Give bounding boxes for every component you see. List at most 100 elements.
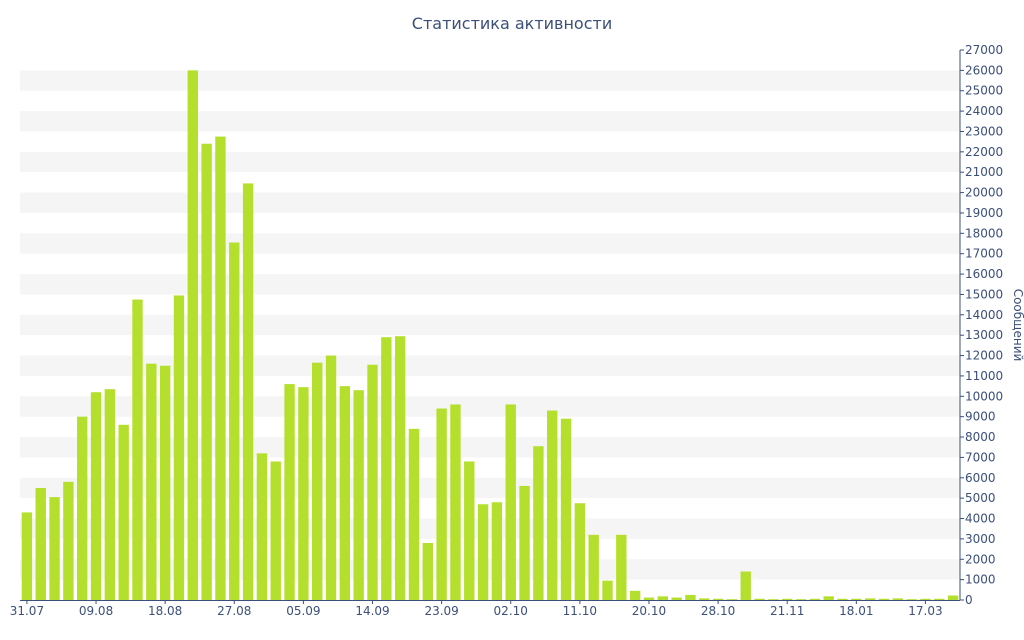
- bar: [823, 596, 834, 600]
- x-tick-label: 02.10: [494, 604, 528, 618]
- bar: [104, 389, 116, 600]
- grid-band: [20, 111, 960, 132]
- y-axis: 0 1000 2000 3000 4000 5000 6000 7000 8000 9000 100…: [959, 43, 1003, 607]
- grid-band: [20, 396, 960, 417]
- x-tick-label: 11.10: [563, 604, 597, 618]
- bar: [21, 512, 33, 600]
- y-tick-label: 2000: [965, 552, 996, 566]
- y-tick-label: 4000: [965, 512, 996, 526]
- bar: [464, 461, 475, 600]
- y-tick-label: 14000: [965, 308, 1003, 322]
- bar: [63, 481, 74, 600]
- y-tick-label: 16000: [965, 267, 1003, 281]
- bar: [201, 143, 212, 600]
- y-axis-title: Сообщений: [1011, 289, 1024, 362]
- grid-band: [20, 151, 960, 173]
- bar: [284, 384, 295, 600]
- bar: [422, 542, 433, 600]
- bar: [77, 416, 88, 600]
- y-tick-label: 1000: [965, 573, 996, 587]
- bar: [671, 597, 682, 600]
- y-tick-label: 20000: [965, 186, 1003, 200]
- y-tick-label: 18000: [965, 226, 1003, 240]
- bar: [450, 404, 461, 600]
- bar: [519, 485, 530, 600]
- y-tick-label: 9000: [965, 410, 996, 424]
- bar: [173, 295, 185, 600]
- bar: [256, 453, 268, 600]
- bar: [381, 337, 392, 600]
- y-tick-label: 3000: [965, 532, 996, 546]
- x-tick-label: 09.08: [79, 604, 113, 618]
- y-tick-label: 10000: [965, 389, 1003, 403]
- bar: [851, 598, 862, 600]
- bars: [21, 70, 959, 601]
- y-tick-label: 5000: [965, 491, 996, 505]
- bar: [118, 424, 129, 600]
- bar: [920, 598, 931, 600]
- bar: [187, 70, 198, 601]
- bar: [878, 598, 890, 600]
- y-tick-label: 23000: [965, 124, 1003, 138]
- bar: [602, 580, 613, 600]
- bar: [574, 503, 586, 600]
- grid-band: [20, 233, 960, 254]
- bar: [35, 487, 46, 600]
- bar: [394, 336, 406, 600]
- bar: [146, 363, 157, 600]
- bar: [657, 596, 668, 600]
- x-tick-label: 14.09: [355, 604, 389, 618]
- y-tick-label: 8000: [965, 430, 996, 444]
- x-tick-label: 21.11: [770, 604, 804, 618]
- bar: [906, 599, 917, 600]
- bar: [215, 136, 226, 600]
- bar: [270, 461, 281, 600]
- bar: [934, 598, 945, 600]
- bar: [616, 534, 627, 600]
- bar: [685, 594, 696, 600]
- bar: [768, 599, 779, 600]
- x-tick-label: 18.01: [839, 604, 873, 618]
- x-tick-label: 23.09: [424, 604, 458, 618]
- x-tick-label: 20.10: [632, 604, 666, 618]
- y-tick-label: 6000: [965, 471, 996, 485]
- bar: [491, 502, 503, 600]
- bar: [533, 446, 544, 600]
- y-tick-label: 26000: [965, 63, 1003, 77]
- bar: [477, 504, 489, 600]
- bar: [795, 599, 807, 600]
- bar: [837, 598, 848, 600]
- x-tick-label: 05.09: [286, 604, 320, 618]
- x-tick-label: 17.03: [908, 604, 942, 618]
- bar: [408, 428, 420, 600]
- bar: [643, 597, 655, 600]
- bar: [159, 365, 171, 600]
- bar: [588, 534, 599, 600]
- bar: [229, 242, 240, 600]
- grid-band: [20, 477, 960, 499]
- bar: [436, 408, 447, 600]
- y-tick-label: 0: [965, 593, 973, 607]
- grid-band: [20, 192, 960, 213]
- bar: [132, 299, 143, 600]
- bar: [49, 497, 60, 600]
- y-tick-label: 13000: [965, 328, 1003, 342]
- y-tick-label: 25000: [965, 84, 1003, 98]
- grid-band: [20, 70, 960, 91]
- bar: [353, 390, 364, 600]
- x-axis: 31.07 09.08 18.08 27.08 05.09 14.09 23.09 02.10…: [10, 600, 960, 618]
- chart-title: Статистика активности: [411, 14, 613, 33]
- bar: [740, 571, 751, 600]
- y-tick-label: 22000: [965, 145, 1003, 159]
- bar: [90, 392, 102, 600]
- bar: [325, 355, 337, 600]
- y-tick-label: 19000: [965, 206, 1003, 220]
- y-tick-label: 21000: [965, 165, 1003, 179]
- bar: [809, 598, 821, 600]
- y-tick-label: 11000: [965, 369, 1003, 383]
- bar: [339, 386, 351, 600]
- bar: [712, 598, 724, 600]
- grid-band: [20, 314, 960, 336]
- grid-band: [20, 274, 960, 295]
